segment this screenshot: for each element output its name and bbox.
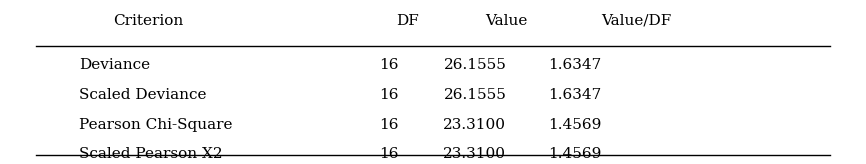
Text: Scaled Deviance: Scaled Deviance: [79, 88, 207, 102]
Text: 16: 16: [379, 58, 398, 72]
Text: DF: DF: [396, 14, 418, 28]
Text: 16: 16: [379, 147, 398, 161]
Text: 23.3100: 23.3100: [443, 118, 507, 132]
Text: 1.6347: 1.6347: [548, 58, 601, 72]
Text: 1.6347: 1.6347: [548, 88, 601, 102]
Text: Value: Value: [485, 14, 527, 28]
Text: 1.4569: 1.4569: [548, 118, 601, 132]
Text: Scaled Pearson X2: Scaled Pearson X2: [79, 147, 223, 161]
Text: Value/DF: Value/DF: [601, 14, 671, 28]
Text: 1.4569: 1.4569: [548, 147, 601, 161]
Text: 26.1555: 26.1555: [443, 58, 507, 72]
Text: 26.1555: 26.1555: [443, 88, 507, 102]
Text: 23.3100: 23.3100: [443, 147, 507, 161]
Text: Criterion: Criterion: [113, 14, 184, 28]
Text: Pearson Chi-Square: Pearson Chi-Square: [79, 118, 233, 132]
Text: Deviance: Deviance: [79, 58, 150, 72]
Text: 16: 16: [379, 118, 398, 132]
Text: 16: 16: [379, 88, 398, 102]
